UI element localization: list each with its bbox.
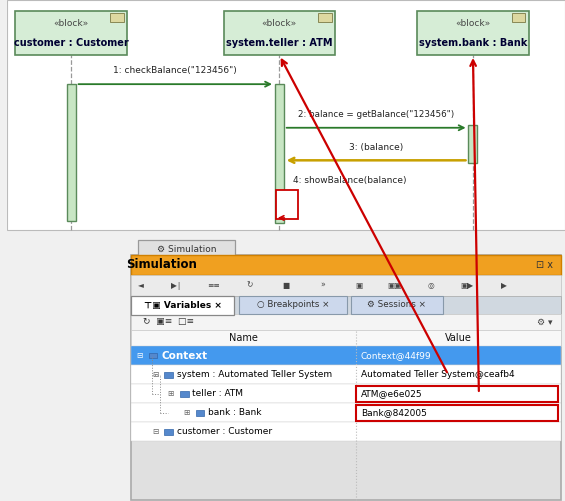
Bar <box>275 84 284 223</box>
Bar <box>131 403 560 422</box>
Bar <box>512 13 525 22</box>
Bar <box>7 0 565 230</box>
Text: Bank@842005: Bank@842005 <box>361 408 427 417</box>
Text: ATM@e6e025: ATM@e6e025 <box>361 389 423 398</box>
Text: bank : Bank: bank : Bank <box>208 408 262 417</box>
Bar <box>180 391 189 397</box>
Text: ATM@e6e025: ATM@e6e025 <box>361 389 423 398</box>
Text: ⚙ Simulation: ⚙ Simulation <box>157 245 216 254</box>
Bar <box>357 386 558 402</box>
Text: Automated Teller System@ceafb4: Automated Teller System@ceafb4 <box>361 370 515 379</box>
Text: «block»: «block» <box>455 19 490 28</box>
Bar <box>238 296 347 314</box>
Text: »: » <box>320 281 325 290</box>
Text: ⊟: ⊟ <box>137 351 143 360</box>
Bar <box>131 365 560 384</box>
Text: ▶❘: ▶❘ <box>171 281 183 290</box>
Text: ↻  ▣≡  □≡: ↻ ▣≡ □≡ <box>143 318 194 326</box>
Bar <box>131 384 560 403</box>
Bar <box>318 13 332 22</box>
Bar <box>164 429 173 434</box>
Bar <box>149 353 157 359</box>
Bar <box>224 11 335 55</box>
Bar <box>351 296 443 314</box>
Bar <box>131 346 560 365</box>
Bar <box>131 255 560 275</box>
Text: ▣▣: ▣▣ <box>388 281 402 290</box>
Text: Simulation: Simulation <box>126 258 197 271</box>
Text: ⊡ x: ⊡ x <box>536 260 553 270</box>
Bar <box>131 422 560 441</box>
Bar <box>276 190 298 219</box>
Bar <box>164 372 173 378</box>
Text: ○ Breakpoints ×: ○ Breakpoints × <box>257 300 329 309</box>
Text: ⚙ Sessions ×: ⚙ Sessions × <box>367 300 426 309</box>
Text: Bank@842005: Bank@842005 <box>361 408 427 417</box>
Bar <box>131 296 234 315</box>
Text: «block»: «block» <box>262 19 297 28</box>
Text: Value: Value <box>445 333 472 343</box>
Text: ⊞: ⊞ <box>183 408 190 417</box>
Text: system : Automated Teller System: system : Automated Teller System <box>177 370 332 379</box>
Bar <box>67 84 76 221</box>
Text: ◎: ◎ <box>428 281 434 290</box>
Text: Context: Context <box>161 351 207 361</box>
Bar <box>417 11 529 55</box>
Text: system.teller : ATM: system.teller : ATM <box>226 38 333 48</box>
Bar <box>131 255 560 500</box>
Text: ⊟: ⊟ <box>152 370 158 379</box>
Text: 2: balance = getBalance("123456"): 2: balance = getBalance("123456") <box>298 110 454 119</box>
Text: 1: checkBalance("123456"): 1: checkBalance("123456") <box>114 66 237 75</box>
Text: «block»: «block» <box>54 19 89 28</box>
Text: 3: (balance): 3: (balance) <box>349 143 403 152</box>
Bar <box>131 330 560 346</box>
Text: Name: Name <box>229 333 258 343</box>
Bar <box>131 275 560 296</box>
Bar <box>110 13 124 22</box>
Text: ■: ■ <box>282 281 290 290</box>
Text: customer : Customer: customer : Customer <box>177 427 272 436</box>
Text: ▣▶: ▣▶ <box>461 281 474 290</box>
Text: ⚙ ▾: ⚙ ▾ <box>537 318 553 326</box>
Text: Context@44f99: Context@44f99 <box>361 351 432 360</box>
Text: 4: showBalance(balance): 4: showBalance(balance) <box>293 176 407 185</box>
Text: customer : Customer: customer : Customer <box>14 38 129 48</box>
Text: ▶: ▶ <box>501 281 507 290</box>
Bar <box>468 125 477 163</box>
Bar <box>357 405 558 421</box>
Bar <box>138 240 235 259</box>
Text: ⊟: ⊟ <box>152 427 158 436</box>
Text: ▣: ▣ <box>355 281 362 290</box>
Text: ⊞: ⊞ <box>168 389 174 398</box>
Text: ◄: ◄ <box>138 281 144 290</box>
Bar <box>195 410 204 416</box>
Bar <box>131 314 560 330</box>
Text: system.bank : Bank: system.bank : Bank <box>419 38 527 48</box>
Bar <box>131 296 560 314</box>
Bar <box>15 11 127 55</box>
Text: teller : ATM: teller : ATM <box>192 389 244 398</box>
Text: ≡≡: ≡≡ <box>207 281 220 290</box>
Text: ⊤▣ Variables ×: ⊤▣ Variables × <box>144 301 221 310</box>
Text: ↻: ↻ <box>246 281 253 290</box>
